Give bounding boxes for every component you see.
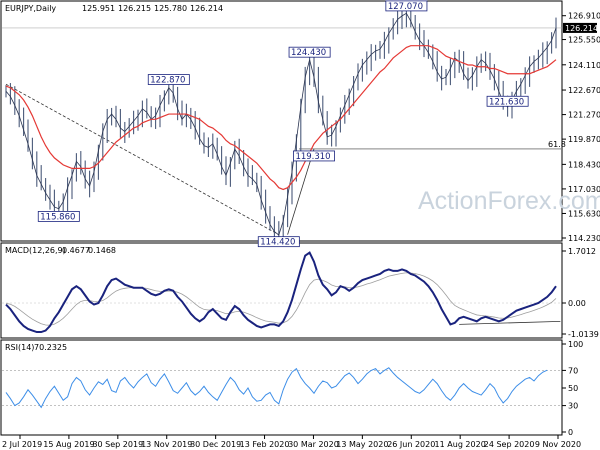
rsi-y-tick-label: 70 — [568, 366, 578, 375]
macd-y-tick-label: 0.00 — [568, 299, 586, 308]
price-annotation-box — [147, 74, 190, 85]
moving-average-line — [5, 45, 557, 191]
x-tick-label: 2 Jul 2019 — [2, 440, 42, 449]
price-annotation-label: 124.430 — [291, 48, 326, 58]
price-y-tick-label: 118.430 — [568, 160, 600, 169]
price-close: 126.214 — [190, 4, 223, 13]
price-high: 126.215 — [118, 4, 151, 13]
macd-title: MACD(12,26,9) — [5, 246, 66, 255]
price-y-tick-label: 114.230 — [568, 234, 600, 243]
price-annotation-box — [385, 0, 428, 12]
price-y-tick-label: 126.910 — [568, 12, 600, 21]
x-tick-label: 24 Sep 2020 — [484, 440, 535, 449]
rsi-panel-frame — [0, 339, 563, 436]
price-annotation-label: 114.420 — [260, 238, 295, 248]
x-tick-label: 13 Nov 2019 — [141, 440, 192, 449]
price-annotation-box — [37, 211, 80, 222]
price-annotation-box — [257, 236, 300, 248]
x-tick-label: 30 Mar 2020 — [288, 440, 339, 449]
macd-line — [5, 251, 557, 334]
current-price-box — [563, 22, 597, 33]
price-panel-frame — [0, 0, 563, 242]
descending-trendline — [5, 83, 279, 236]
price-annotation-label: 115.860 — [40, 212, 75, 222]
rsi-title: RSI(14) — [5, 343, 34, 352]
price-y-tick-label: 125.550 — [568, 36, 600, 45]
price-y-tick-label: 117.030 — [568, 185, 600, 194]
rising-support-line — [287, 148, 315, 235]
watermark: ActionForex.com — [418, 187, 600, 215]
rsi-y-tick-label: 30 — [568, 402, 578, 411]
price-annotation-label: 122.870 — [150, 76, 185, 86]
x-tick-label: 30 Dec 2019 — [190, 440, 241, 449]
macd-divergence-line — [459, 320, 561, 325]
price-annotation-box — [288, 46, 331, 58]
price-annotation-label: 127.070 — [388, 2, 423, 12]
price-y-tick-label: 119.870 — [568, 135, 600, 144]
rsi-y-tick-label: 50 — [568, 384, 578, 393]
macd-y-tick-label: -1.0139 — [568, 330, 599, 339]
x-tick-label: 26 Jun 2020 — [387, 440, 435, 449]
price-annotation-box — [486, 95, 529, 107]
price-title: EURJPY,Daily — [5, 4, 56, 13]
macd-value-signal: 0.1468 — [88, 246, 116, 255]
x-tick-label: 13 May 2020 — [336, 440, 388, 449]
x-tick-label: 9 Nov 2020 — [535, 440, 581, 449]
x-tick-label: 15 Aug 2019 — [43, 440, 94, 449]
rsi-value: 70.2325 — [34, 343, 67, 352]
rsi-y-tick-label: 0 — [568, 428, 573, 437]
price-annotation-label: 121.630 — [489, 97, 524, 107]
price-open: 125.951 — [82, 4, 115, 13]
price-series-line — [5, 12, 557, 236]
rsi-line — [5, 367, 548, 409]
macd-value-main: 0.4677 — [62, 246, 90, 255]
x-tick-label: 13 Feb 2020 — [240, 440, 290, 449]
price-y-tick-label: 121.270 — [568, 111, 600, 120]
fib-label: 61.8 — [548, 140, 566, 149]
current-price-label: 126.214 — [565, 24, 598, 33]
price-low: 125.780 — [154, 4, 187, 13]
rsi-y-tick-label: 100 — [568, 340, 583, 349]
price-y-tick-label: 115.630 — [568, 209, 600, 218]
x-tick-label: 30 Sep 2019 — [92, 440, 143, 449]
price-y-tick-label: 122.670 — [568, 86, 600, 95]
price-y-tick-label: 124.110 — [568, 61, 600, 70]
macd-y-tick-label: 1.7012 — [568, 247, 596, 256]
price-annotation-box — [293, 150, 335, 162]
x-tick-label: 11 Aug 2020 — [435, 440, 486, 449]
price-annotation-label: 119.310 — [295, 152, 330, 162]
